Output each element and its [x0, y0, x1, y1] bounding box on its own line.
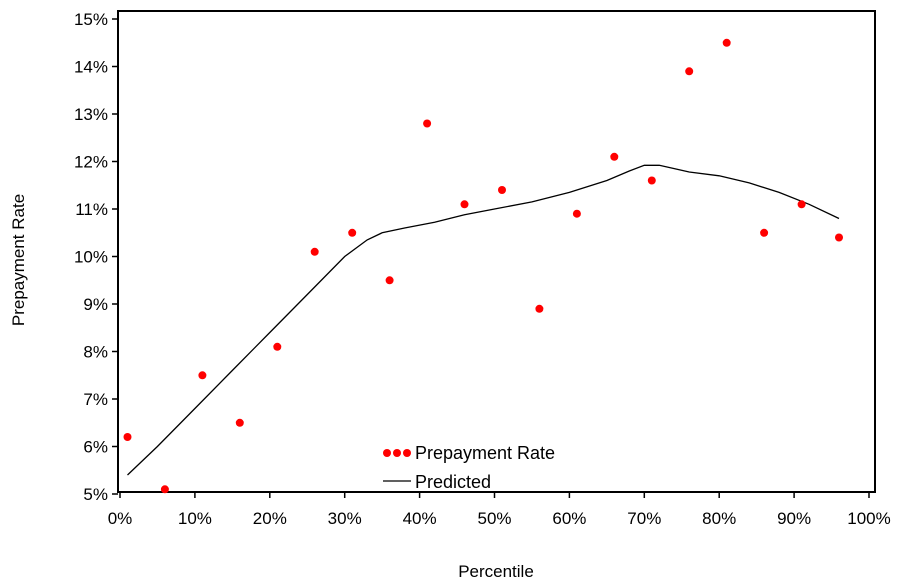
legend-marker-dot-1: [383, 449, 391, 457]
y-tick-label: 7%: [83, 390, 108, 409]
x-tick-label: 0%: [108, 509, 133, 528]
x-tick-label: 70%: [627, 509, 661, 528]
y-tick-label: 6%: [83, 438, 108, 457]
y-tick-label: 5%: [83, 485, 108, 504]
prepayment-rate-point: [460, 200, 469, 209]
x-tick-label: 40%: [403, 509, 437, 528]
legend-marker-dot-2: [393, 449, 401, 457]
legend-marker-dot-3: [403, 449, 411, 457]
prepayment-rate-point: [722, 38, 731, 47]
y-tick-label: 15%: [74, 10, 108, 29]
prepayment-rate-point: [685, 67, 694, 76]
x-tick-label: 10%: [178, 509, 212, 528]
prepayment-rate-point: [835, 233, 843, 242]
x-tick-label: 100%: [847, 509, 890, 528]
y-tick-label: 8%: [83, 343, 108, 362]
prepayment-rate-point: [572, 209, 581, 218]
x-axis-ticks: 0% 10% 20% 30% 40% 50% 60% 70% 80% 90% 100%: [108, 492, 891, 528]
prepayment-rate-point: [235, 418, 244, 427]
prepayment-rate-point: [348, 228, 357, 237]
legend: Prepayment Rate Predicted: [383, 443, 555, 492]
prepayment-rate-point: [647, 176, 656, 185]
prepayment-rate-point: [610, 152, 619, 161]
plot-frame: [117, 10, 876, 493]
y-tick-label: 14%: [74, 58, 108, 77]
x-tick-label: 60%: [552, 509, 586, 528]
prepayment-rate-point: [310, 247, 319, 256]
x-tick-label: 50%: [477, 509, 511, 528]
prepayment-rate-point: [273, 342, 282, 351]
y-tick-label: 10%: [74, 248, 108, 267]
prepayment-rate-point: [535, 304, 544, 313]
x-tick-label: 30%: [328, 509, 362, 528]
legend-label-predicted: Predicted: [415, 472, 491, 492]
prepayment-rate-point: [385, 276, 394, 285]
prepayment-rate-point: [123, 433, 132, 441]
y-tick-label: 13%: [74, 105, 108, 124]
prepayment-rate-point: [760, 228, 769, 237]
y-tick-label: 9%: [83, 295, 108, 314]
x-axis-title: Percentile: [458, 562, 534, 581]
x-tick-label: 20%: [253, 509, 287, 528]
prepayment-rate-point: [797, 200, 806, 209]
prepayment-rate-point: [160, 485, 169, 494]
y-tick-label: 11%: [75, 200, 108, 219]
y-tick-label: 12%: [74, 153, 108, 172]
x-tick-label: 80%: [702, 509, 736, 528]
prepayment-rate-points: [123, 38, 843, 494]
y-axis-title: Prepayment Rate: [9, 194, 28, 326]
x-tick-label: 90%: [777, 509, 811, 528]
prepayment-rate-point: [423, 119, 432, 128]
prepayment-rate-point: [198, 371, 207, 380]
y-axis-ticks: 5% 6% 7% 8% 9% 10% 11% 12% 13% 14% 15%: [74, 10, 118, 504]
prepayment-rate-point: [498, 186, 506, 194]
predicted-line: [127, 164, 840, 476]
legend-label-prepayment-rate: Prepayment Rate: [415, 443, 555, 463]
